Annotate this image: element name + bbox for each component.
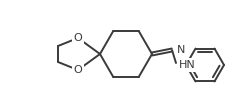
Text: HN: HN (179, 60, 196, 70)
Text: O: O (74, 33, 82, 43)
Text: O: O (74, 65, 82, 75)
Text: N: N (177, 45, 185, 55)
